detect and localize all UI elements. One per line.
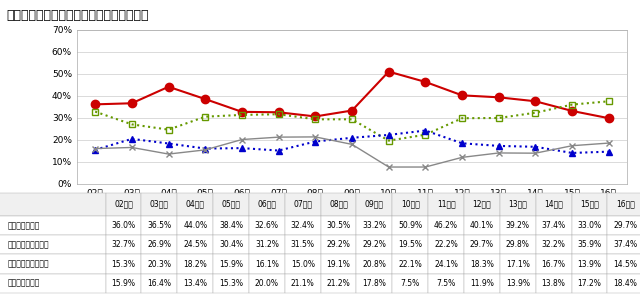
Text: 内定者への満足度（総合評価）の年次推移: 内定者への満足度（総合評価）の年次推移 (6, 9, 149, 22)
